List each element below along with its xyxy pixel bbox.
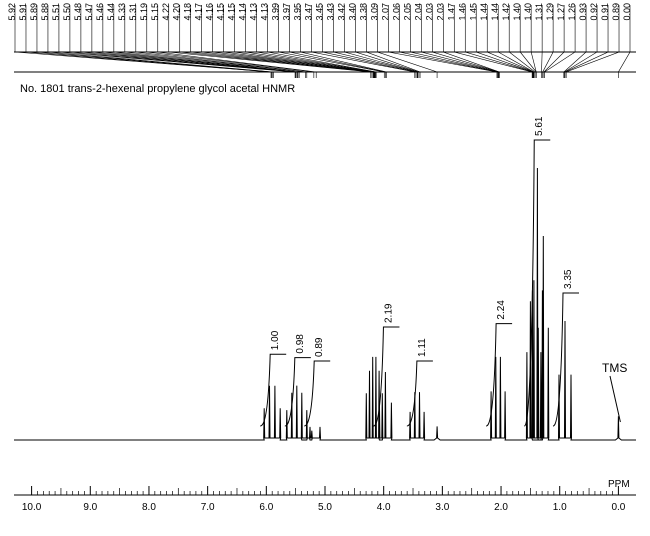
peak-ppm-label: 5.15 (150, 3, 160, 21)
peak-ppm-label: 3.42 (336, 3, 346, 21)
peak-ppm-label: 0.93 (578, 3, 588, 21)
peak-ppm-label: 2.03 (435, 3, 445, 21)
axis-tick-label: 3.0 (435, 502, 449, 513)
peak-ppm-label: 5.19 (139, 3, 149, 21)
axis-label: PPM (608, 479, 630, 490)
integration-label: 1.00 (270, 330, 281, 350)
peak-ppm-label: 3.40 (347, 3, 357, 21)
peak-ppm-label: 1.42 (501, 3, 511, 21)
peak-ppm-label: 1.40 (523, 3, 533, 21)
nmr-spectrum: No. 1801 trans-2-hexenal propylene glyco… (0, 0, 650, 536)
peak-ppm-label: 2.04 (413, 3, 423, 21)
peak-ppm-label: 3.45 (315, 3, 325, 21)
peak-ppm-label: 2.06 (391, 3, 401, 21)
axis-tick-label: 5.0 (318, 502, 332, 513)
integration-label: 0.89 (314, 337, 325, 357)
peak-ppm-label: 5.91 (18, 3, 28, 21)
axis-tick-label: 0.0 (611, 502, 625, 513)
peak-ppm-label: 4.20 (172, 3, 182, 21)
peak-ppm-label: 4.14 (238, 3, 248, 21)
peak-ppm-label: 4.18 (183, 3, 193, 21)
axis-tick-label: 8.0 (142, 502, 156, 513)
axis-tick-label: 2.0 (494, 502, 508, 513)
peak-ppm-label: 1.44 (490, 3, 500, 21)
peak-ppm-label: 1.40 (512, 3, 522, 21)
peak-ppm-label: 1.26 (567, 3, 577, 21)
peak-ppm-label: 2.07 (380, 3, 390, 21)
peak-ppm-label: 5.50 (62, 3, 72, 21)
peak-ppm-label: 1.46 (457, 3, 467, 21)
peak-ppm-label: 5.51 (51, 3, 61, 21)
peak-ppm-label: 1.47 (446, 3, 456, 21)
peak-ppm-label: 1.45 (468, 3, 478, 21)
integration-label: 2.24 (496, 300, 507, 320)
peak-ppm-label: 3.99 (271, 3, 281, 21)
peak-ppm-label: 4.15 (216, 3, 226, 21)
peak-ppm-label: 5.33 (117, 3, 127, 21)
axis-tick-label: 7.0 (201, 502, 215, 513)
peak-ppm-label: 4.16 (205, 3, 215, 21)
peak-ppm-label: 3.95 (293, 3, 303, 21)
integration-label: 1.11 (417, 338, 428, 357)
peak-ppm-label: 5.88 (40, 3, 50, 21)
peak-ppm-label: 1.44 (479, 3, 489, 21)
axis-tick-label: 4.0 (377, 502, 391, 513)
peak-ppm-label: 3.38 (358, 3, 368, 21)
peak-ppm-label: 1.31 (534, 3, 544, 21)
integration-label: 0.98 (295, 334, 306, 354)
peak-ppm-label: 2.05 (402, 3, 412, 21)
peak-ppm-label: 0.92 (589, 3, 599, 21)
peak-ppm-label: 5.46 (95, 3, 105, 21)
integration-label: 3.35 (563, 269, 574, 289)
axis-tick-label: 10.0 (22, 502, 42, 513)
peak-ppm-label: 4.15 (227, 3, 237, 21)
peak-ppm-label: 5.89 (29, 3, 39, 21)
peak-ppm-label: 0.91 (600, 3, 610, 21)
peak-ppm-label: 4.22 (161, 3, 171, 21)
peak-ppm-label: 4.17 (194, 3, 204, 21)
chart-title: No. 1801 trans-2-hexenal propylene glyco… (20, 83, 295, 95)
axis-tick-label: 6.0 (259, 502, 273, 513)
tms-label: TMS (602, 361, 627, 375)
axis-tick-label: 1.0 (553, 502, 567, 513)
peak-ppm-label: 1.27 (556, 3, 566, 21)
peak-ppm-label: 3.47 (304, 3, 314, 21)
peak-ppm-label: 5.47 (84, 3, 94, 21)
peak-ppm-label: 2.03 (424, 3, 434, 21)
peak-ppm-label: 5.44 (106, 3, 116, 21)
peak-ppm-label: 0.00 (622, 3, 632, 21)
peak-ppm-label: 3.43 (325, 3, 335, 21)
axis-tick-label: 9.0 (83, 502, 97, 513)
peak-ppm-label: 0.89 (611, 3, 621, 21)
peak-ppm-label: 1.29 (545, 3, 555, 21)
peak-ppm-label: 4.13 (249, 3, 259, 21)
peak-ppm-label: 4.13 (260, 3, 270, 21)
peak-ppm-label: 3.09 (369, 3, 379, 21)
integration-label: 5.61 (534, 116, 545, 136)
peak-ppm-label: 5.31 (128, 3, 138, 21)
peak-ppm-label: 5.92 (7, 3, 17, 21)
peak-ppm-label: 5.48 (73, 3, 83, 21)
integration-label: 2.19 (383, 303, 394, 323)
peak-ppm-label: 3.97 (282, 3, 292, 21)
